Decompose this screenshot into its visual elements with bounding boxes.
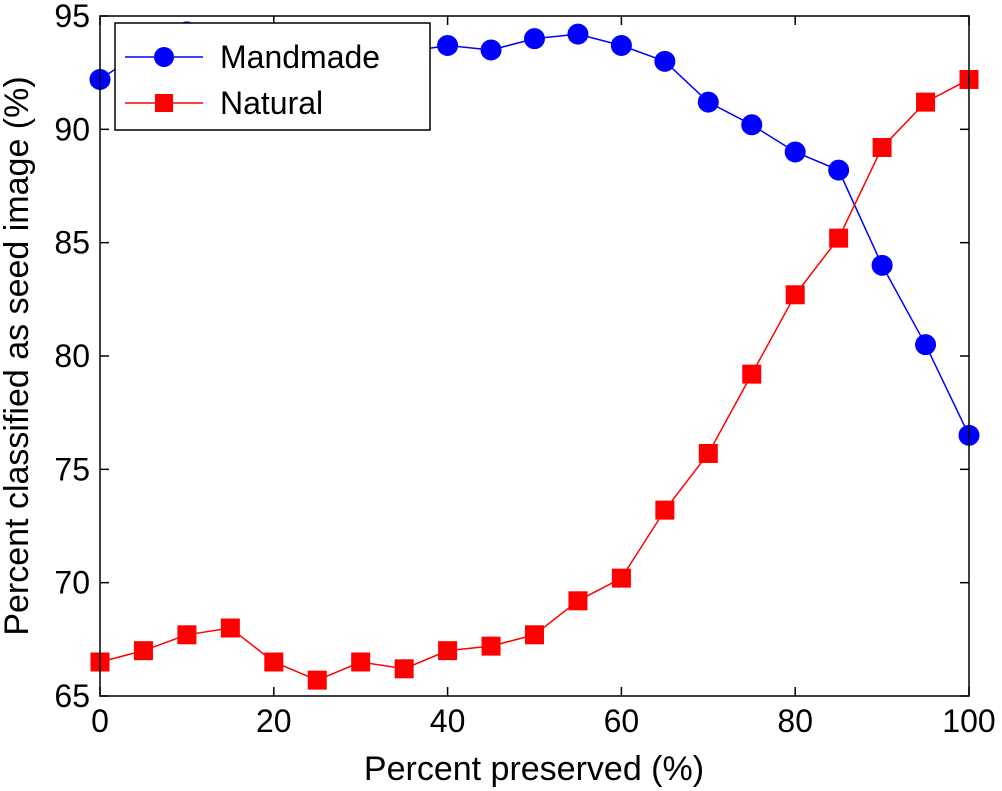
data-point-natural <box>655 500 675 520</box>
data-point-mandmade <box>784 141 806 163</box>
data-point-natural <box>481 636 501 656</box>
data-point-mandmade <box>567 23 589 45</box>
data-point-natural <box>525 625 544 645</box>
y-tick-label: 70 <box>54 565 90 601</box>
data-point-mandmade <box>871 254 893 276</box>
data-point-mandmade <box>524 28 545 50</box>
data-point-natural <box>351 652 371 672</box>
data-point-natural <box>872 137 892 157</box>
data-point-natural <box>742 364 762 384</box>
x-tick-label: 100 <box>942 703 995 739</box>
data-point-natural <box>394 659 414 679</box>
data-point-mandmade <box>915 334 937 356</box>
legend-label-mandmade: Mandmade <box>220 39 380 75</box>
data-point-mandmade <box>828 159 850 181</box>
data-point-mandmade <box>654 50 676 72</box>
data-point-natural <box>307 670 327 690</box>
legend-items: Mandmade Natural <box>125 39 380 121</box>
x-tick-label: 40 <box>430 703 466 739</box>
data-point-mandmade <box>741 114 763 136</box>
y-axis-label: Percent classified as seed image (%) <box>0 76 36 635</box>
data-point-natural <box>438 641 458 661</box>
data-point-natural <box>829 228 849 248</box>
data-point-mandmade <box>480 39 502 61</box>
legend-marker-mandmade <box>154 47 174 67</box>
data-point-natural <box>698 443 718 463</box>
data-point-mandmade <box>437 34 459 56</box>
legend: Mandmade Natural <box>114 22 431 131</box>
data-point-natural <box>611 568 631 588</box>
x-axis-label: Percent preserved (%) <box>364 750 704 788</box>
data-point-natural <box>220 618 240 638</box>
y-tick-label: 75 <box>54 451 90 487</box>
y-tick-label: 95 <box>54 0 90 34</box>
data-point-natural <box>177 625 197 645</box>
legend-box <box>114 22 431 131</box>
data-point-mandmade <box>697 91 719 113</box>
y-tick-label: 85 <box>54 225 90 261</box>
y-tick-label: 90 <box>54 111 90 147</box>
data-point-natural <box>568 591 588 611</box>
data-point-natural <box>916 92 936 112</box>
data-point-mandmade <box>610 34 632 56</box>
x-tick-label: 20 <box>256 703 292 739</box>
x-tick-label: 0 <box>91 703 109 739</box>
x-tick-label: 60 <box>604 703 640 739</box>
legend-marker-natural <box>155 94 173 112</box>
legend-label-natural: Natural <box>220 85 323 121</box>
x-tick-label: 80 <box>777 703 813 739</box>
y-tick-label: 65 <box>54 678 90 714</box>
data-point-natural <box>264 652 284 672</box>
y-tick-label: 80 <box>54 338 90 374</box>
data-point-natural <box>785 285 805 305</box>
data-point-natural <box>133 641 153 661</box>
